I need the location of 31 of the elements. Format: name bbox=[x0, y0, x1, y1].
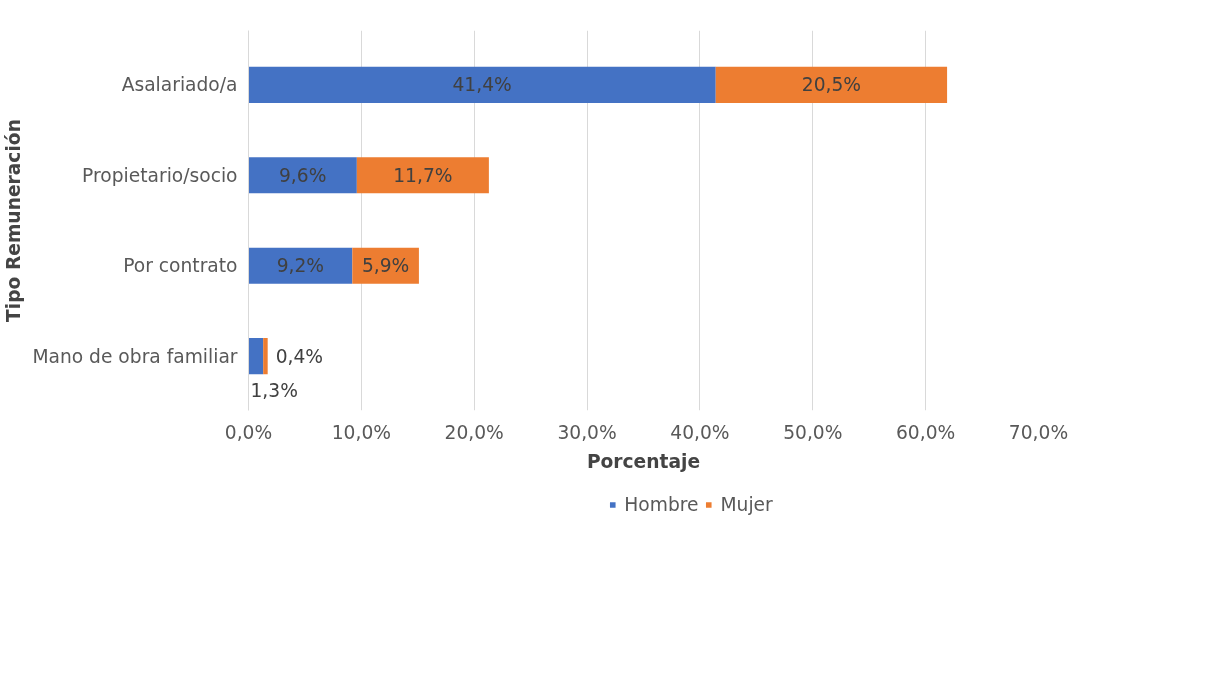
data-label: 9,2% bbox=[276, 255, 325, 277]
legend-label: Mujer bbox=[720, 493, 773, 515]
x-tick-label: 30,0% bbox=[557, 421, 617, 443]
x-tick-label: 40,0% bbox=[670, 421, 730, 443]
x-tick-label: 0,0% bbox=[224, 421, 273, 443]
data-label: 9,6% bbox=[278, 164, 327, 186]
y-axis-title: Tipo Remuneración bbox=[3, 119, 25, 322]
data-label: 5,9% bbox=[361, 255, 410, 277]
bar bbox=[715, 66, 948, 103]
x-tick-label: 20,0% bbox=[444, 421, 504, 443]
data-label: 20,5% bbox=[801, 74, 862, 96]
x-tick-label: 10,0% bbox=[331, 421, 392, 443]
data-label: 1,3% bbox=[250, 379, 298, 401]
bar bbox=[356, 157, 489, 194]
y-tick-label: Asalariado/a bbox=[121, 74, 238, 96]
x-tick-label: 70,0% bbox=[1008, 421, 1069, 443]
y-tick-label: Propietario/socio bbox=[82, 164, 238, 186]
bar bbox=[248, 338, 264, 375]
bar bbox=[248, 247, 353, 284]
bar bbox=[263, 338, 268, 375]
legend-label: Hombre bbox=[624, 493, 699, 515]
data-label: 11,7% bbox=[393, 164, 453, 186]
x-tick-label: 50,0% bbox=[783, 421, 843, 443]
y-tick-label: Por contrato bbox=[123, 255, 238, 277]
x-axis-title: Porcentaje bbox=[586, 450, 701, 472]
bar bbox=[248, 157, 357, 194]
y-tick-label: Mano de obra familiar bbox=[32, 345, 238, 367]
x-tick-label: 60,0% bbox=[896, 421, 956, 443]
data-label: 0,4% bbox=[275, 345, 324, 367]
bar bbox=[248, 66, 716, 103]
data-label: 41,4% bbox=[452, 74, 512, 96]
